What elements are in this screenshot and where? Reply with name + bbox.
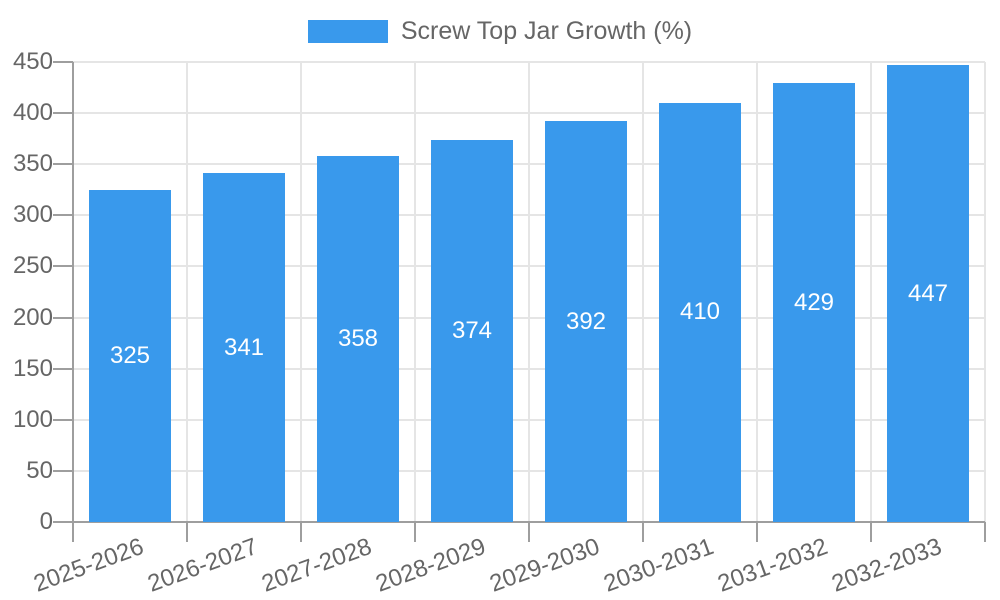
- bar[interactable]: [89, 189, 171, 522]
- y-axis-tick-label: 350: [12, 150, 53, 178]
- x-axis-tick: [756, 522, 758, 542]
- legend-color-swatch: [307, 20, 388, 43]
- y-axis-tick-label: 50: [26, 456, 53, 484]
- gridline-vertical: [186, 62, 188, 522]
- bar[interactable]: [431, 139, 513, 522]
- y-axis-tick-label: 400: [12, 99, 53, 127]
- y-axis-tick: [53, 521, 73, 523]
- x-axis-tick: [72, 522, 74, 542]
- legend-label: Screw Top Jar Growth (%): [400, 17, 693, 45]
- gridline-vertical: [870, 62, 872, 522]
- gridline-vertical: [528, 62, 530, 522]
- bar[interactable]: [773, 83, 855, 522]
- x-axis-tick: [642, 522, 644, 542]
- gridline-vertical: [414, 62, 416, 522]
- bar[interactable]: [317, 156, 399, 522]
- x-axis-tick: [984, 522, 986, 542]
- y-axis-tick-label: 300: [12, 201, 53, 229]
- y-axis-tick-label: 100: [12, 405, 53, 433]
- x-axis-tick: [414, 522, 416, 542]
- y-axis-tick: [53, 112, 73, 115]
- y-axis-tick: [53, 214, 73, 217]
- y-axis-tick: [53, 469, 73, 472]
- y-axis-tick: [53, 316, 73, 319]
- bar[interactable]: [887, 65, 969, 522]
- y-axis-tick: [53, 367, 73, 370]
- gridline-vertical: [756, 62, 758, 522]
- bar[interactable]: [545, 121, 627, 522]
- gridline-vertical: [984, 62, 986, 522]
- y-axis-tick-label: 200: [12, 303, 53, 331]
- bar[interactable]: [203, 173, 285, 522]
- bar[interactable]: [659, 102, 741, 522]
- x-axis-tick: [528, 522, 530, 542]
- x-axis-tick: [186, 522, 188, 542]
- gridline-vertical: [300, 62, 302, 522]
- y-axis-tick: [53, 265, 73, 268]
- legend-item[interactable]: Screw Top Jar Growth (%): [307, 17, 693, 46]
- y-axis-tick-label: 450: [12, 48, 53, 75]
- y-axis-tick: [53, 163, 73, 166]
- y-axis-tick-label: 0: [39, 508, 53, 535]
- chart-legend: Screw Top Jar Growth (%): [0, 17, 1000, 46]
- y-axis-tick-label: 150: [12, 354, 53, 382]
- gridline-vertical: [642, 62, 644, 522]
- y-axis-tick-label: 250: [12, 252, 53, 280]
- y-axis-tick: [53, 61, 73, 63]
- y-axis-line: [72, 62, 74, 522]
- y-axis-tick: [53, 418, 73, 421]
- x-axis-tick: [870, 522, 872, 542]
- x-axis-tick: [300, 522, 302, 542]
